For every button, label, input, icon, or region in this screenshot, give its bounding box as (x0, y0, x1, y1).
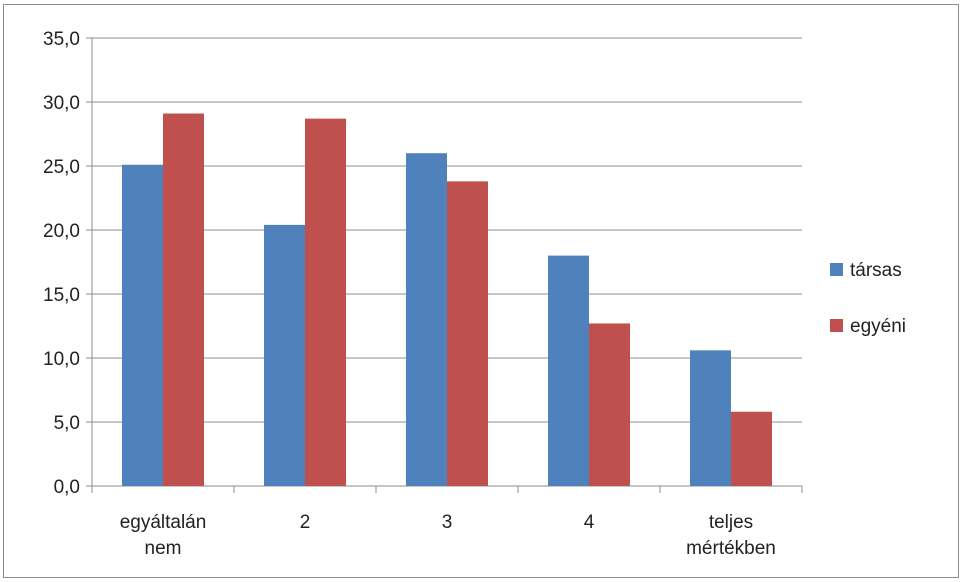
y-tick-label: 35,0 (43, 29, 80, 50)
bars (122, 113, 772, 487)
legend-swatch (830, 263, 843, 276)
bar-társas (548, 255, 589, 486)
y-axis: 0,0 5,0 10,0 15,0 20,0 25,0 30,0 35,0 (43, 29, 93, 498)
x-category-label: 4 (584, 512, 595, 533)
legend-swatch (830, 319, 843, 332)
y-tick-label: 15,0 (43, 285, 80, 306)
x-category-label: 3 (442, 512, 453, 533)
x-category-label: mértékben (686, 538, 776, 559)
bar-egyéni (305, 118, 346, 486)
legend: társas egyéni (830, 260, 906, 337)
bar-társas (122, 164, 163, 486)
bar-társas (264, 224, 305, 486)
y-tick-label: 20,0 (43, 221, 80, 242)
y-tick-label: 30,0 (43, 93, 80, 114)
x-category-label: egyáltalán (120, 512, 207, 533)
x-category-label: teljes (709, 512, 753, 533)
legend-label: egyéni (850, 316, 906, 337)
y-tick-label: 5,0 (54, 413, 80, 434)
bar-társas (690, 350, 731, 486)
y-tick-label: 10,0 (43, 349, 80, 370)
bar-egyéni (731, 411, 772, 486)
bar-egyéni (163, 113, 204, 487)
x-axis: egyáltalán nem 2 3 4 teljes mértékben (91, 485, 803, 559)
legend-label: társas (850, 260, 902, 281)
y-tick-label: 25,0 (43, 157, 80, 178)
bar-egyéni (447, 181, 488, 487)
bar-egyéni (589, 323, 630, 486)
y-tick-label: 0,0 (54, 477, 80, 498)
x-category-label: 2 (300, 512, 311, 533)
x-category-label: nem (145, 538, 182, 559)
bar-társas (406, 153, 447, 486)
